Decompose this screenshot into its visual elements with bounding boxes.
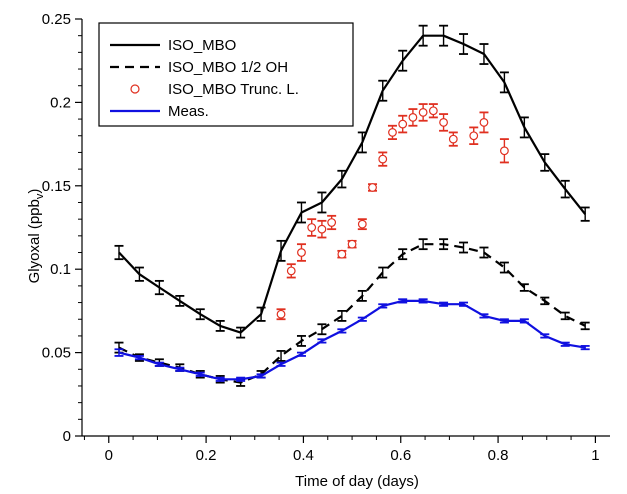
data-point [448,134,458,144]
axes-layer: 0 0.2 0.4 0.6 0.8 1 0 0.05 0.1 0.15 0.2 0.25 [42,11,610,464]
data-point [398,119,408,129]
y-tick-label: 0.05 [42,345,71,362]
data-point [368,183,377,192]
series-layer [114,24,590,387]
data-point [307,223,317,232]
data-point [439,118,448,127]
x-tick-label: 0 [105,447,113,464]
data-point [418,108,428,117]
legend-swatch-trunc [130,84,140,94]
data-point [276,309,286,319]
data-point [408,113,418,122]
legend-box [98,22,354,127]
series-2 [276,103,509,321]
data-point [297,248,306,257]
y-tick-label: 0.2 [50,94,71,111]
data-point [357,219,367,229]
x-tick-label: 0.2 [196,447,217,464]
legend-label-meas: Meas. [168,103,209,120]
y-axis-label: Glyoxal (ppbv) [26,189,46,284]
data-point [388,128,397,137]
y-tick-label: 0.15 [42,178,71,195]
x-tick-label: 0.4 [293,447,314,464]
series-line [118,299,586,381]
data-point [479,118,489,127]
x-axis-label: Time of day (days) [295,473,419,490]
data-point [286,266,296,276]
legend: ISO_MBO ISO_MBO 1/2 OH ISO_MBO Trunc. L.… [98,22,354,127]
x-tick-label: 0.6 [390,447,411,464]
data-point [337,249,347,259]
y-tick-label: 0.1 [50,261,71,278]
y-tick-label: 0.25 [42,11,71,28]
series-3 [114,298,590,382]
legend-label-iso-mbo-half-oh: ISO_MBO 1/2 OH [168,59,288,76]
series-1 [114,238,590,387]
series-line [118,243,586,384]
y-axis-label-subscript: v [34,193,46,199]
y-axis-label-tail: ) [26,189,43,194]
data-point [317,224,327,234]
y-tick-label: 0 [63,428,71,445]
data-point [347,239,357,249]
legend-label-iso-mbo: ISO_MBO [168,37,236,54]
x-tick-label: 0.8 [488,447,509,464]
series-0 [114,24,590,339]
data-point [428,106,438,116]
data-point [469,131,479,141]
x-tick-label: 1 [591,447,599,464]
data-point [378,154,388,164]
data-point [327,218,337,227]
y-axis-label-main: Glyoxal (ppb [26,199,43,283]
series-line [118,34,587,334]
legend-label-trunc: ISO_MBO Trunc. L. [168,81,299,98]
data-point [500,146,509,156]
